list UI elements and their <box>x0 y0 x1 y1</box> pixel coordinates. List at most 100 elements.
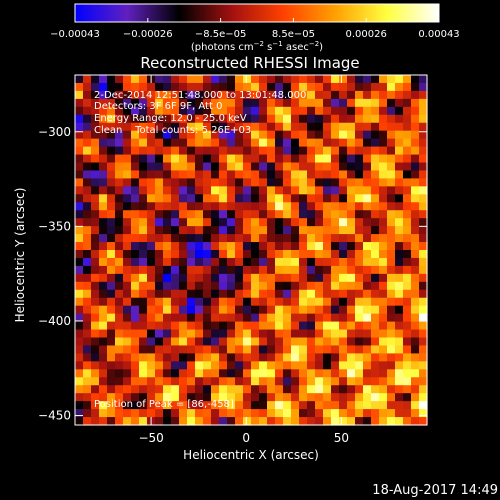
heatmap-cell <box>315 98 324 108</box>
heatmap-cell <box>267 122 276 132</box>
heatmap-cell <box>171 265 180 275</box>
heatmap-cell <box>139 369 148 378</box>
heatmap-cell <box>163 114 172 124</box>
heatmap-cell <box>395 234 404 243</box>
heatmap-cell <box>387 75 396 84</box>
heatmap-cell <box>355 75 364 84</box>
heatmap-cell <box>419 234 428 243</box>
heatmap-cell <box>395 329 404 339</box>
heatmap-cell <box>179 377 188 386</box>
heatmap-cell <box>395 162 404 172</box>
heatmap-cell <box>227 75 236 84</box>
heatmap-cell <box>395 393 404 402</box>
heatmap-cell <box>123 162 132 172</box>
heatmap-cell <box>283 218 292 227</box>
heatmap-cell <box>155 265 164 275</box>
heatmap-cell <box>91 281 100 291</box>
heatmap-cell <box>371 114 380 124</box>
y-tick-label: −450 <box>38 409 71 423</box>
heatmap-cell <box>123 265 132 275</box>
heatmap-cell <box>403 170 412 179</box>
heatmap-cell <box>275 385 284 394</box>
heatmap-cell <box>83 138 92 148</box>
heatmap-cell <box>123 281 132 291</box>
heatmap-cell <box>259 265 268 275</box>
y-tick-label: −300 <box>38 125 71 139</box>
heatmap-cell <box>411 361 420 370</box>
heatmap-cell <box>211 329 220 339</box>
heatmap-cell <box>75 75 84 84</box>
heatmap-cell <box>299 289 308 299</box>
heatmap-cell <box>395 345 404 354</box>
heatmap-cell <box>171 154 180 164</box>
heatmap-cell <box>91 202 100 211</box>
heatmap-cell <box>203 242 212 251</box>
heatmap-cell <box>75 337 84 347</box>
heatmap-cell <box>299 138 308 148</box>
heatmap-cell <box>83 401 92 410</box>
heatmap-cell <box>411 130 420 140</box>
heatmap-cell <box>203 170 212 179</box>
heatmap-cell <box>155 242 164 251</box>
heatmap-cell <box>107 82 116 92</box>
heatmap-cell <box>347 337 356 347</box>
heatmap-cell <box>107 162 116 172</box>
heatmap-cell <box>163 401 172 410</box>
heatmap-cell <box>163 361 172 370</box>
heatmap-cell <box>371 377 380 386</box>
heatmap-cell <box>403 98 412 108</box>
heatmap-cell <box>347 297 356 307</box>
heatmap-cell <box>395 401 404 410</box>
heatmap-cell <box>259 305 268 315</box>
heatmap-cell <box>355 265 364 275</box>
heatmap-cell <box>83 329 92 339</box>
heatmap-cell <box>91 393 100 402</box>
heatmap-cell <box>171 353 180 362</box>
heatmap-cell <box>347 273 356 283</box>
heatmap-cell <box>195 417 204 426</box>
heatmap-cell <box>251 385 260 394</box>
heatmap-cell <box>235 281 244 291</box>
heatmap-cell <box>419 393 428 402</box>
heatmap-cell <box>339 281 348 291</box>
heatmap-cell <box>195 257 204 267</box>
heatmap-cell <box>259 345 268 354</box>
heatmap-cell <box>139 242 148 251</box>
annotation-detectors: Detectors: 3F 6F 9F, Att 0 <box>94 101 222 112</box>
heatmap-cell <box>283 321 292 331</box>
heatmap-cell <box>171 210 180 219</box>
heatmap-cell <box>203 98 212 108</box>
heatmap-cell <box>91 329 100 339</box>
heatmap-cell <box>371 138 380 148</box>
heatmap-cell <box>99 265 108 275</box>
heatmap-cell <box>83 146 92 156</box>
heatmap-cell <box>355 369 364 378</box>
heatmap-cell <box>91 345 100 354</box>
heatmap-cell <box>251 146 260 156</box>
heatmap-cell <box>91 75 100 84</box>
heatmap-cell <box>91 82 100 92</box>
heatmap-cell <box>155 321 164 331</box>
heatmap-cell <box>371 393 380 402</box>
heatmap-cell <box>323 194 332 203</box>
heatmap-cell <box>195 138 204 148</box>
heatmap-cell <box>339 98 348 108</box>
heatmap-cell <box>243 170 252 179</box>
heatmap-cell <box>155 337 164 347</box>
heatmap-cell <box>211 353 220 362</box>
heatmap-cell <box>219 369 228 378</box>
heatmap-cell <box>339 329 348 339</box>
heatmap-cell <box>275 257 284 267</box>
heatmap-cell <box>323 313 332 323</box>
heatmap-cell <box>243 393 252 402</box>
heatmap-cell <box>131 305 140 315</box>
heatmap-cell <box>259 401 268 410</box>
heatmap-cell <box>91 385 100 394</box>
heatmap-cell <box>299 106 308 116</box>
heatmap-cell <box>203 75 212 84</box>
heatmap-cell <box>115 234 124 243</box>
heatmap-cell <box>211 409 220 418</box>
heatmap-cell <box>347 265 356 275</box>
heatmap-cell <box>203 321 212 331</box>
heatmap-cell <box>147 257 156 267</box>
